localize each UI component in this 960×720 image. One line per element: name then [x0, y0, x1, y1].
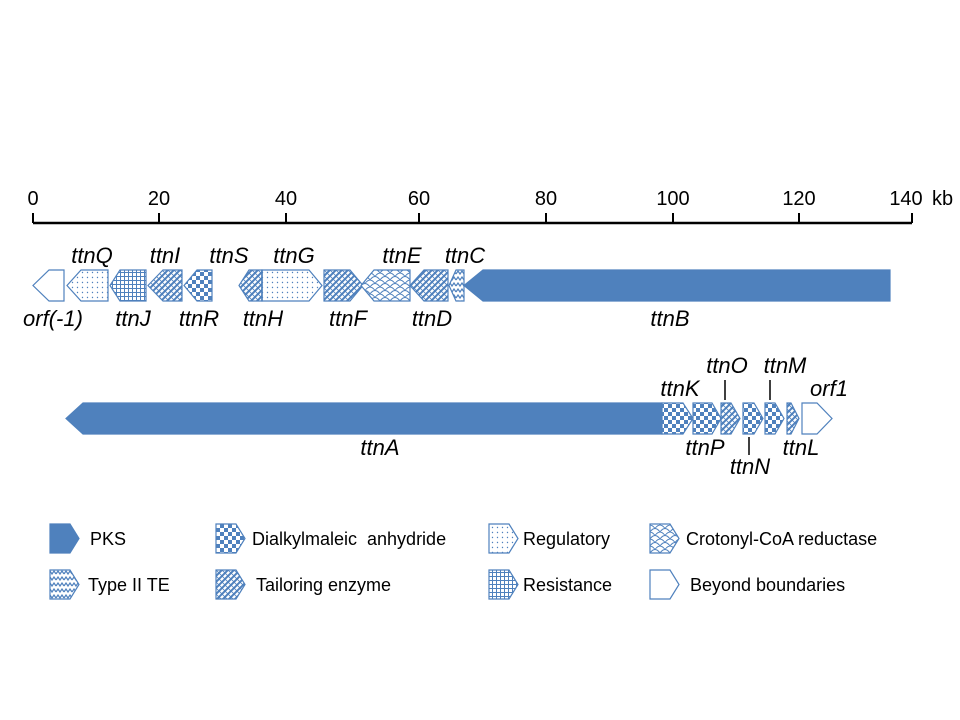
gene-ttnI-arrow	[147, 269, 183, 302]
gene-ttnM-arrow	[764, 402, 785, 435]
label-ttnC: ttnC	[445, 243, 485, 268]
scale-tick-label-140: 140	[889, 188, 922, 210]
gene-ttnS-arrow	[238, 269, 263, 302]
gene-ttnA-arrow	[65, 402, 663, 435]
legend-swatch-resistance	[488, 569, 519, 600]
scale-bar: 0 20 40 60 80 100 120 140 kb	[27, 188, 953, 225]
legend-item-tailoring: Tailoring enzyme	[215, 569, 391, 600]
scale-tick-label-0: 0	[27, 188, 38, 210]
scale-tick-label-120: 120	[782, 188, 815, 210]
legend-label-pks: PKS	[90, 529, 126, 549]
gene-ttnD-arrow	[409, 269, 449, 302]
label-ttnH: ttnH	[243, 306, 283, 331]
label-orf1: orf1	[810, 376, 848, 401]
label-orf-minus1: orf(-1)	[23, 306, 83, 331]
gene-row-1	[32, 269, 891, 302]
gene-ttnN-arrow	[742, 402, 764, 435]
legend-label-tailoring: Tailoring enzyme	[256, 575, 391, 595]
label-ttnD: ttnD	[412, 306, 452, 331]
legend-label-resistance: Resistance	[523, 575, 612, 595]
gene-ttnL-arrow	[786, 402, 800, 435]
scale-unit-label: kb	[932, 188, 953, 210]
legend-item-dialkylmaleic: Dialkylmaleic anhydride	[215, 523, 446, 554]
label-ttnM: ttnM	[764, 353, 807, 378]
gene-row-2	[65, 380, 833, 455]
label-ttnE: ttnE	[382, 243, 421, 268]
legend-swatch-pks	[49, 523, 80, 554]
gene-orf-minus1-arrow	[32, 269, 65, 302]
scale-tick-label-100: 100	[656, 188, 689, 210]
legend: PKS Dialkylmaleic anhydride Regulatory C…	[49, 523, 877, 600]
legend-swatch-regulatory	[488, 523, 519, 554]
label-ttnJ: ttnJ	[115, 306, 151, 331]
scale-tick-label-20: 20	[148, 188, 170, 210]
label-ttnK: ttnK	[660, 376, 700, 401]
gene-ttnB-arrow	[463, 269, 891, 302]
gene-ttnP-arrow	[692, 402, 722, 435]
legend-swatch-beyond	[649, 569, 680, 600]
label-ttnP: ttnP	[685, 435, 724, 460]
legend-item-pks: PKS	[49, 523, 126, 554]
label-ttnL: ttnL	[783, 435, 820, 460]
legend-item-type2te: Type II TE	[49, 569, 170, 600]
legend-item-crotonyl: Crotonyl-CoA reductase	[649, 523, 877, 554]
legend-swatch-dialkylmaleic	[215, 523, 246, 554]
label-ttnQ: ttnQ	[71, 243, 113, 268]
label-ttnR: ttnR	[179, 306, 219, 331]
label-ttnS: ttnS	[209, 243, 248, 268]
gene-ttnE-arrow	[360, 269, 411, 302]
legend-label-type2te: Type II TE	[88, 575, 170, 595]
gene-ttnH-arrow	[261, 269, 323, 302]
gene-ttnK-arrow	[661, 402, 694, 435]
gene-ttnO-arrow	[720, 402, 741, 435]
gene-ttnQ-arrow	[66, 269, 109, 302]
legend-swatch-type2te	[49, 569, 80, 600]
legend-item-beyond: Beyond boundaries	[649, 569, 845, 600]
gene-row-2-labels: ttnO ttnM ttnK orf1 ttnA ttnP ttnL ttnN	[360, 353, 848, 479]
label-ttnG: ttnG	[273, 243, 315, 268]
label-ttnA: ttnA	[360, 435, 399, 460]
legend-label-beyond: Beyond boundaries	[690, 575, 845, 595]
legend-swatch-crotonyl	[649, 523, 680, 554]
gene-orf1-arrow	[801, 402, 833, 435]
legend-label-dialkylmaleic: Dialkylmaleic anhydride	[252, 529, 446, 549]
legend-label-crotonyl: Crotonyl-CoA reductase	[686, 529, 877, 549]
gene-ttnR-arrow	[183, 269, 213, 302]
label-ttnO: ttnO	[706, 353, 748, 378]
scale-tick-label-40: 40	[275, 188, 297, 210]
legend-label-regulatory: Regulatory	[523, 529, 610, 549]
gene-row-1-labels: ttnQ ttnI ttnS ttnG ttnE ttnC orf(-1) tt…	[23, 243, 690, 331]
label-ttnI: ttnI	[150, 243, 181, 268]
gene-ttnC-arrow	[448, 269, 465, 302]
scale-tick-label-60: 60	[408, 188, 430, 210]
legend-item-regulatory: Regulatory	[488, 523, 610, 554]
gene-ttnJ-arrow	[109, 269, 147, 302]
legend-item-resistance: Resistance	[488, 569, 612, 600]
gene-ttnF-arrow	[323, 269, 364, 302]
label-ttnN: ttnN	[730, 454, 770, 479]
label-ttnB: ttnB	[650, 306, 689, 331]
label-ttnF: ttnF	[329, 306, 368, 331]
legend-swatch-tailoring	[215, 569, 246, 600]
scale-tick-label-80: 80	[535, 188, 557, 210]
